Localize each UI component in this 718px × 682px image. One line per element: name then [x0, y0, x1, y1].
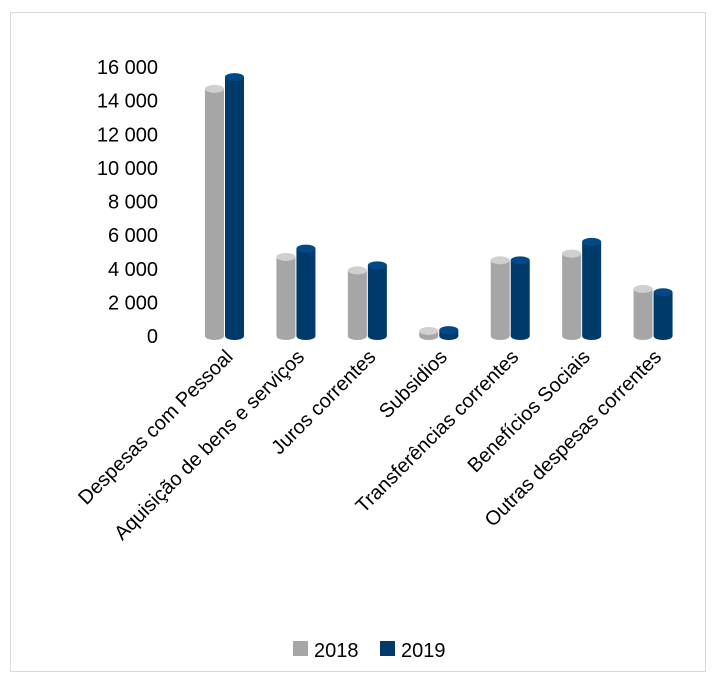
bar-2018-1 — [276, 256, 296, 336]
bar-top-2018-0 — [205, 84, 224, 93]
bar-top-2018-5 — [562, 249, 582, 258]
bar-top-2018-6 — [633, 284, 653, 293]
bar-base-2019-4 — [510, 332, 530, 340]
bar-base-2019-1 — [296, 332, 316, 340]
bar-base-2019-2 — [367, 332, 387, 340]
bar-2018-0 — [205, 88, 224, 336]
bar-2018-2 — [347, 270, 367, 336]
bar-2019-6 — [653, 292, 673, 336]
bar-2019-4 — [510, 260, 530, 336]
legend-swatch-2018 — [293, 641, 308, 656]
bar-base-2018-1 — [276, 332, 296, 340]
bar-top-2019-1 — [296, 244, 316, 253]
x-tick-label: Benefícios Sociais — [464, 346, 595, 477]
y-tick-label: 16 000 — [97, 57, 158, 79]
bar-top-2019-6 — [653, 288, 673, 297]
bar-top-2018-2 — [347, 266, 367, 275]
bar-2019-2 — [367, 265, 387, 336]
bar-2019-0 — [225, 77, 244, 337]
bar-base-2019-0 — [225, 332, 244, 340]
bar-base-2019-3 — [439, 332, 459, 340]
y-tick-label: 2 000 — [108, 292, 158, 314]
legend: 2018 2019 — [293, 640, 446, 662]
bar-top-2018-1 — [276, 252, 296, 261]
y-tick-label: 6 000 — [108, 225, 158, 247]
bar-base-2018-0 — [205, 332, 224, 340]
bar-base-2018-2 — [347, 332, 367, 340]
bar-top-2019-4 — [510, 256, 530, 265]
y-tick-label: 10 000 — [97, 158, 158, 180]
bar-2018-5 — [562, 253, 582, 336]
bar-top-2018-3 — [419, 326, 439, 335]
bar-2019-1 — [296, 248, 316, 336]
chart-frame — [10, 12, 706, 672]
bars — [205, 73, 673, 340]
x-tick-label: Subsidios — [375, 346, 452, 423]
legend-swatch-2019 — [380, 641, 395, 656]
y-tick-label: 12 000 — [97, 124, 158, 146]
legend-label-2018: 2018 — [314, 640, 359, 662]
bar-base-2019-6 — [653, 332, 673, 340]
bar-top-2018-4 — [490, 256, 510, 265]
bar-base-2018-5 — [562, 332, 582, 340]
y-tick-label: 14 000 — [97, 91, 158, 113]
bar-base-2018-4 — [490, 332, 510, 340]
bar-top-2019-5 — [582, 237, 602, 246]
bar-2018-4 — [490, 260, 510, 336]
bar-2019-5 — [582, 241, 602, 336]
legend-label-2019: 2019 — [401, 640, 446, 662]
bar-top-2019-2 — [367, 261, 387, 270]
y-tick-label: 0 — [147, 326, 158, 348]
y-tick-label: 8 000 — [108, 192, 158, 214]
y-axis: 0 2 000 4 000 6 000 8 000 10 000 12 000 14 000 1… — [97, 57, 158, 348]
y-tick-label: 4 000 — [108, 259, 158, 281]
bar-base-2018-6 — [633, 332, 653, 340]
bar-top-2019-0 — [225, 73, 244, 82]
bar-top-2019-3 — [439, 326, 459, 335]
bar-base-2019-5 — [582, 332, 602, 340]
bar-2018-6 — [633, 288, 653, 336]
